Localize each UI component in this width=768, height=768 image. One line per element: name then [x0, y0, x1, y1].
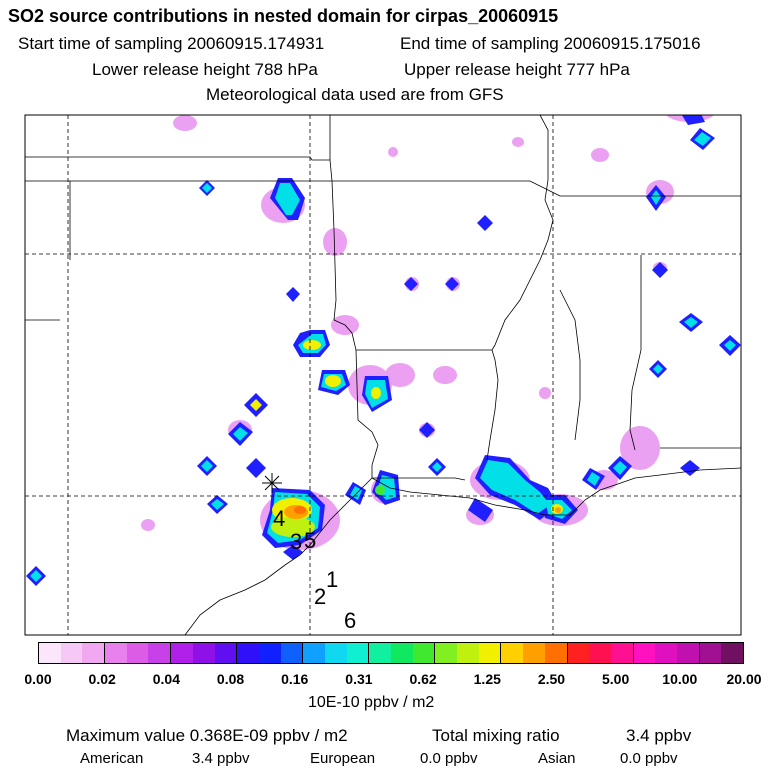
color-swatch — [699, 643, 722, 663]
color-swatch — [280, 643, 304, 663]
color-swatch — [435, 643, 458, 663]
american-label: American — [80, 750, 144, 767]
total-mixing-label: Total mixing ratio — [432, 726, 560, 745]
color-swatch — [478, 643, 502, 663]
scale-tick-label: 0.16 — [281, 671, 309, 687]
color-swatch — [567, 643, 590, 663]
color-swatch — [412, 643, 436, 663]
source-label-2: 2 — [314, 584, 326, 609]
scale-tick-label: 0.62 — [409, 671, 437, 687]
asian-label: Asian — [538, 750, 576, 767]
color-swatch — [369, 643, 391, 663]
color-swatch — [60, 643, 83, 663]
start-time: Start time of sampling 20060915.174931 — [18, 34, 325, 53]
color-swatch — [655, 643, 677, 663]
color-swatch — [258, 643, 281, 663]
receptor-marker — [262, 473, 282, 493]
met-data-note: Meteorological data used are from GFS — [206, 85, 504, 104]
color-swatch — [544, 643, 568, 663]
scale-tick-label: 1.25 — [473, 671, 501, 687]
color-swatch — [721, 643, 743, 663]
color-scale-unit: 10E-10 ppbv / m2 — [308, 694, 435, 711]
color-scale-bar — [38, 642, 744, 664]
total-mixing-value: 3.4 ppbv — [626, 726, 692, 745]
color-swatch — [237, 643, 259, 663]
european-value: 0.0 ppbv — [420, 750, 478, 767]
color-swatch — [457, 643, 479, 663]
color-swatch — [523, 643, 545, 663]
map-frame — [24, 114, 742, 636]
scale-tick-label: 10.00 — [662, 671, 698, 687]
scale-tick-label: 0.04 — [152, 671, 180, 687]
page-title: SO2 source contributions in nested domai… — [8, 6, 559, 26]
european-label: European — [310, 750, 376, 767]
source-label-3: 3 — [290, 529, 302, 554]
color-swatch — [589, 643, 611, 663]
scale-tick-label: 0.02 — [88, 671, 116, 687]
source-label-6: 6 — [344, 608, 356, 633]
source-label-4: 4 — [273, 506, 285, 531]
american-value: 3.4 ppbv — [192, 750, 250, 767]
scale-tick-label: 2.50 — [537, 671, 566, 687]
color-swatch — [82, 643, 106, 663]
map-boundaries — [25, 115, 741, 635]
lat-lon-grid — [25, 115, 741, 635]
color-swatch — [171, 643, 193, 663]
source-label-1: 1 — [326, 567, 338, 592]
scale-tick-label: 0.00 — [24, 671, 52, 687]
elevated-concentration-areas — [30, 132, 736, 582]
color-swatch — [610, 643, 634, 663]
color-swatch — [346, 643, 370, 663]
color-swatch — [633, 643, 656, 663]
scale-tick-label: 5.00 — [602, 671, 630, 687]
maximum-value: Maximum value 0.368E-09 ppbv / m2 — [66, 726, 348, 745]
color-swatch — [501, 643, 524, 663]
medium-concentration-areas — [26, 115, 741, 586]
color-swatch — [39, 643, 61, 663]
color-swatch — [105, 643, 127, 663]
color-swatch — [303, 643, 325, 663]
end-time: End time of sampling 20060915.175016 — [400, 34, 701, 53]
color-swatch — [148, 643, 172, 663]
high-concentration-areas — [250, 340, 563, 537]
source-label-5: 5 — [304, 528, 316, 553]
color-swatch — [391, 643, 413, 663]
hotspot-layer — [26, 115, 741, 586]
color-swatch — [676, 643, 700, 663]
upper-release-height: Upper release height 777 hPa — [404, 60, 630, 79]
scale-tick-label: 20.00 — [726, 671, 762, 687]
color-swatch — [214, 643, 238, 663]
color-swatch — [192, 643, 215, 663]
scale-tick-label: 0.08 — [216, 671, 245, 687]
asian-value: 0.0 ppbv — [620, 750, 678, 767]
lower-release-height: Lower release height 788 hPa — [92, 60, 318, 79]
color-swatch — [324, 643, 347, 663]
low-concentration-areas — [141, 115, 714, 550]
scale-tick-label: 0.31 — [345, 671, 373, 687]
color-swatch — [126, 643, 149, 663]
